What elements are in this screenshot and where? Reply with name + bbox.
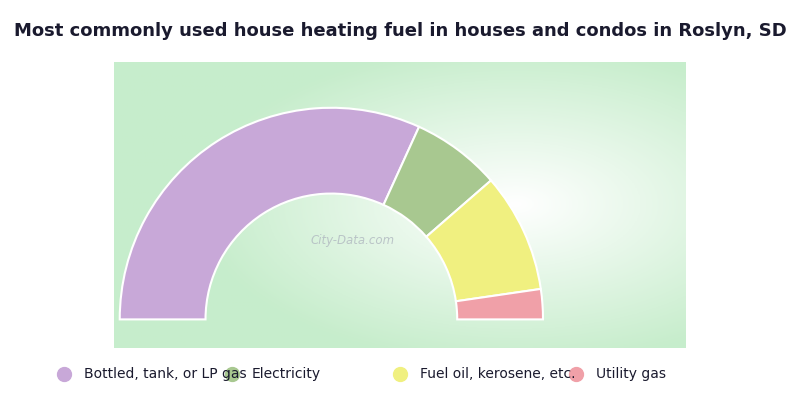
Text: Electricity: Electricity [252, 367, 321, 381]
Text: City-Data.com: City-Data.com [310, 234, 394, 246]
Text: Utility gas: Utility gas [596, 367, 666, 381]
Wedge shape [456, 289, 543, 319]
Wedge shape [120, 108, 419, 319]
Wedge shape [383, 127, 491, 237]
Text: Fuel oil, kerosene, etc.: Fuel oil, kerosene, etc. [420, 367, 575, 381]
Text: Most commonly used house heating fuel in houses and condos in Roslyn, SD: Most commonly used house heating fuel in… [14, 22, 786, 40]
Text: Bottled, tank, or LP gas: Bottled, tank, or LP gas [84, 367, 246, 381]
Wedge shape [426, 180, 541, 301]
